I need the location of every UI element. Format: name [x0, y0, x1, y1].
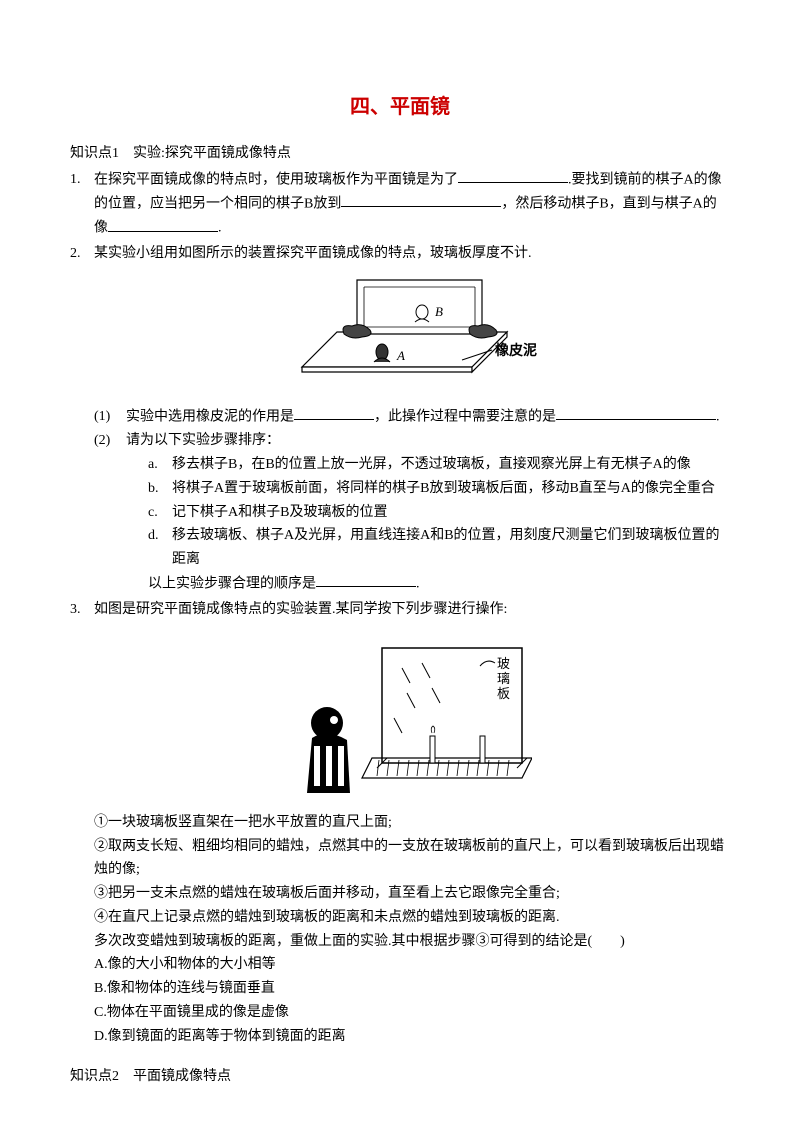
- question-1: 1. 在探究平面镜成像的特点时，使用玻璃板作为平面镜是为了.要找到镜前的棋子A的…: [70, 168, 730, 241]
- s1-t1: 实验中选用橡皮泥的作用是: [126, 409, 294, 424]
- svg-text:A: A: [396, 348, 405, 363]
- s2-num: (2): [94, 429, 126, 596]
- knowledge-point-2: 知识点2 平面镜成像特点: [70, 1065, 730, 1089]
- q2-body: 某实验小组用如图所示的装置探究平面镜成像的特点，玻璃板厚度不计. B A: [94, 242, 730, 596]
- q1-body: 在探究平面镜成像的特点时，使用玻璃板作为平面镜是为了.要找到镜前的棋子A的像的位…: [94, 168, 730, 241]
- q3-step3: ③把另一支未点燃的蜡烛在玻璃板后面并移动，直至看上去它跟像完全重合;: [94, 882, 730, 906]
- step-a: a.移去棋子B，在B的位置上放一光屏，不透过玻璃板，直接观察光屏上有无棋子A的像: [126, 453, 730, 477]
- blank: [108, 216, 218, 231]
- blank: [294, 405, 374, 420]
- option-b: B.像和物体的连线与镜面垂直: [94, 977, 730, 1001]
- option-c: C.物体在平面镜里成的像是虚像: [94, 1001, 730, 1025]
- q3-num: 3.: [70, 598, 94, 1049]
- spacer: [70, 1051, 730, 1065]
- doc-title: 四、平面镜: [70, 90, 730, 124]
- blank: [556, 405, 716, 420]
- b-n: b.: [148, 477, 172, 501]
- question-2: 2. 某实验小组用如图所示的装置探究平面镜成像的特点，玻璃板厚度不计. B A: [70, 242, 730, 596]
- s1-t2: ，此操作过程中需要注意的是: [374, 409, 556, 424]
- a-t: 移去棋子B，在B的位置上放一光屏，不透过玻璃板，直接观察光屏上有无棋子A的像: [172, 453, 730, 477]
- q3-step2: ②取两支长短、粗细均相同的蜡烛，点燃其中的一支放在玻璃板前的直尺上，可以看到玻璃…: [94, 835, 730, 883]
- b-t: 将棋子A置于玻璃板前面，将同样的棋子B放到玻璃板后面，移动B直至与A的像完全重合: [172, 477, 730, 501]
- c-t: 记下棋子A和棋子B及玻璃板的位置: [172, 501, 730, 525]
- order-t2: .: [416, 576, 420, 591]
- q1-t1: 在探究平面镜成像的特点时，使用玻璃板作为平面镜是为了: [94, 172, 458, 187]
- svg-text:板: 板: [497, 686, 510, 701]
- blank: [341, 192, 501, 207]
- svg-text:玻: 玻: [497, 656, 510, 671]
- q3-body: 如图是研究平面镜成像特点的实验装置.某同学按下列步骤进行操作:: [94, 598, 730, 1049]
- d-t: 移去玻璃板、棋子A及光屏，用直线连接A和B的位置，用刻度尺测量它们到玻璃板位置的…: [172, 524, 730, 572]
- order-t1: 以上实验步骤合理的顺序是: [148, 576, 316, 591]
- s1-num: (1): [94, 405, 126, 429]
- blank: [316, 572, 416, 587]
- q3-options: A.像的大小和物体的大小相等 B.像和物体的连线与镜面垂直 C.物体在平面镜里成…: [94, 953, 730, 1048]
- q3-step4: ④在直尺上记录点燃的蜡烛到玻璃板的距离和未点燃的蜡烛到玻璃板的距离.: [94, 906, 730, 930]
- q2-sub1: (1) 实验中选用橡皮泥的作用是 ，此操作过程中需要注意的是.: [94, 405, 730, 429]
- step-b: b.将棋子A置于玻璃板前面，将同样的棋子B放到玻璃板后面，移动B直至与A的像完全…: [126, 477, 730, 501]
- step-c: c.记下棋子A和棋子B及玻璃板的位置: [126, 501, 730, 525]
- a-n: a.: [148, 453, 172, 477]
- svg-text:璃: 璃: [497, 671, 510, 686]
- c-n: c.: [148, 501, 172, 525]
- q3-step1: ①一块玻璃板竖直架在一把水平放置的直尺上面;: [94, 811, 730, 835]
- s1-body: 实验中选用橡皮泥的作用是 ，此操作过程中需要注意的是.: [126, 405, 730, 429]
- svg-text:橡皮泥: 橡皮泥: [495, 342, 537, 359]
- knowledge-point-1: 知识点1 实验:探究平面镜成像特点: [70, 142, 730, 166]
- q2-num: 2.: [70, 242, 94, 596]
- figure-1: B A 橡皮泥: [94, 272, 730, 401]
- option-d: D.像到镜面的距离等于物体到镜面的距离: [94, 1025, 730, 1049]
- s1-t3: .: [716, 409, 720, 424]
- q3-prompt: 多次改变蜡烛到玻璃板的距离，重做上面的实验.其中根据步骤③可得到的结论是( ): [94, 930, 730, 954]
- q2-intro: 某实验小组用如图所示的装置探究平面镜成像的特点，玻璃板厚度不计.: [94, 242, 730, 266]
- option-a: A.像的大小和物体的大小相等: [94, 953, 730, 977]
- step-d: d.移去玻璃板、棋子A及光屏，用直线连接A和B的位置，用刻度尺测量它们到玻璃板位…: [126, 524, 730, 572]
- figure-2: 玻 璃 板: [94, 628, 730, 807]
- svg-text:B: B: [435, 304, 443, 319]
- question-3: 3. 如图是研究平面镜成像特点的实验装置.某同学按下列步骤进行操作:: [70, 598, 730, 1049]
- q3-intro: 如图是研究平面镜成像特点的实验装置.某同学按下列步骤进行操作:: [94, 598, 730, 622]
- order-line: 以上实验步骤合理的顺序是.: [126, 572, 730, 596]
- q2-sub2: (2) 请为以下实验步骤排序： a.移去棋子B，在B的位置上放一光屏，不透过玻璃…: [94, 429, 730, 596]
- s2-body: 请为以下实验步骤排序： a.移去棋子B，在B的位置上放一光屏，不透过玻璃板，直接…: [126, 429, 730, 596]
- q1-num: 1.: [70, 168, 94, 241]
- blank: [458, 168, 568, 183]
- q1-t4: .: [218, 221, 222, 236]
- d-n: d.: [148, 524, 172, 572]
- s2-t: 请为以下实验步骤排序：: [126, 429, 730, 453]
